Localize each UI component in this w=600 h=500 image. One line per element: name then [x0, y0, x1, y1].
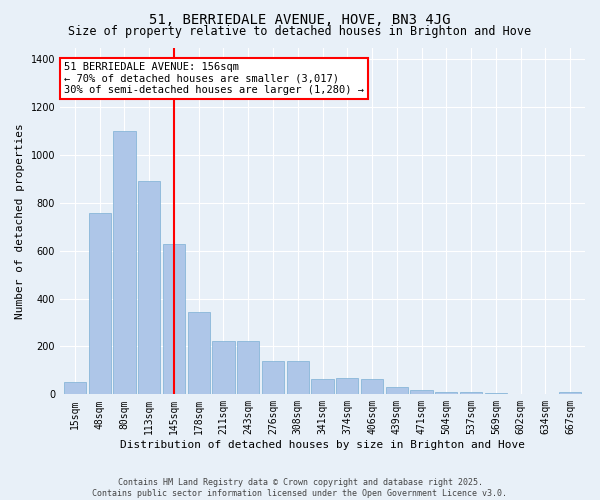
Bar — [361, 379, 383, 394]
Bar — [188, 312, 210, 394]
Bar — [311, 379, 334, 394]
Bar — [64, 382, 86, 394]
Bar — [460, 392, 482, 394]
Text: 51 BERRIEDALE AVENUE: 156sqm
← 70% of detached houses are smaller (3,017)
30% of: 51 BERRIEDALE AVENUE: 156sqm ← 70% of de… — [64, 62, 364, 95]
Bar — [386, 387, 408, 394]
Bar — [410, 390, 433, 394]
Bar — [485, 393, 507, 394]
Bar — [559, 392, 581, 394]
Bar — [138, 182, 160, 394]
Bar — [287, 361, 309, 394]
Bar — [336, 378, 358, 394]
Bar — [435, 392, 457, 394]
Text: 51, BERRIEDALE AVENUE, HOVE, BN3 4JG: 51, BERRIEDALE AVENUE, HOVE, BN3 4JG — [149, 12, 451, 26]
Bar — [163, 244, 185, 394]
Bar — [113, 131, 136, 394]
Y-axis label: Number of detached properties: Number of detached properties — [15, 123, 25, 319]
Text: Size of property relative to detached houses in Brighton and Hove: Size of property relative to detached ho… — [68, 25, 532, 38]
Bar — [212, 340, 235, 394]
Bar — [89, 212, 111, 394]
X-axis label: Distribution of detached houses by size in Brighton and Hove: Distribution of detached houses by size … — [120, 440, 525, 450]
Bar — [237, 340, 259, 394]
Text: Contains HM Land Registry data © Crown copyright and database right 2025.
Contai: Contains HM Land Registry data © Crown c… — [92, 478, 508, 498]
Bar — [262, 361, 284, 394]
